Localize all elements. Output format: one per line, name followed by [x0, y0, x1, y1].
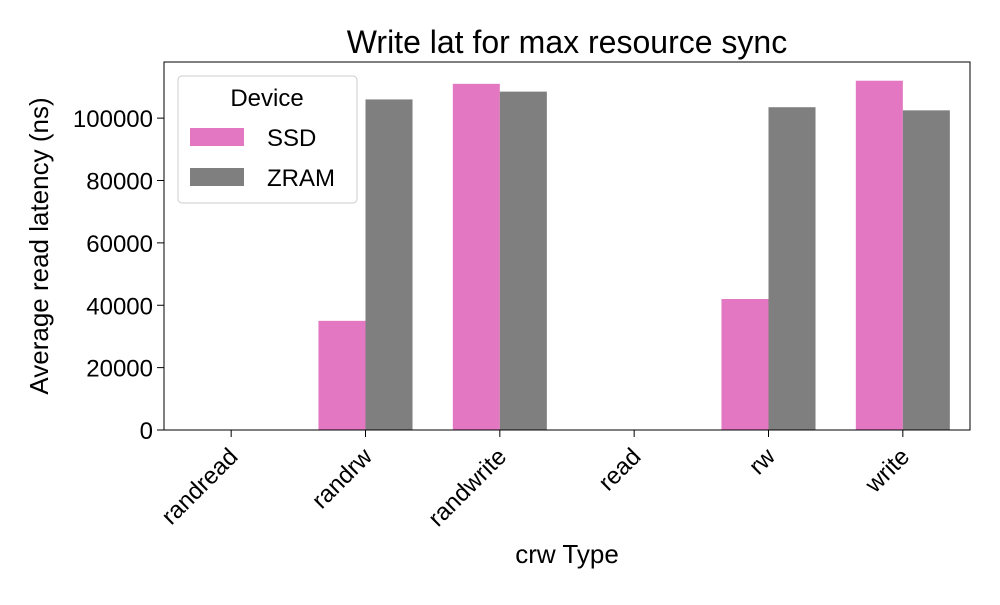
x-tick-label-randwrite: randwrite — [423, 443, 512, 532]
legend: Device SSD ZRAM — [177, 75, 358, 204]
bar-ssd-write — [855, 80, 903, 431]
bar-zram-rw — [768, 107, 816, 430]
chart-title: Write lat for max resource sync — [347, 24, 787, 60]
y-tick-label: 40000 — [86, 293, 153, 320]
bar-ssd-rw — [721, 299, 769, 430]
x-tick-label-randrw: randrw — [307, 443, 378, 514]
x-tick-label-read: read — [593, 443, 646, 496]
bar-zram-randwrite — [499, 91, 547, 430]
x-tick-label-randread: randread — [156, 443, 243, 530]
legend-title: Device — [230, 85, 303, 112]
x-axis-label: crw Type — [515, 539, 619, 569]
legend-label-ssd: SSD — [267, 125, 316, 152]
y-tick-label: 60000 — [86, 231, 153, 258]
x-tick-label-rw: rw — [744, 443, 781, 480]
bar-ssd-randwrite — [452, 83, 500, 430]
bars-group — [318, 80, 950, 431]
y-axis: 0 20000 40000 60000 80000 100000 — [73, 106, 164, 445]
bar-ssd-randrw — [318, 320, 366, 430]
y-tick-label: 0 — [140, 418, 153, 445]
y-tick-label: 80000 — [86, 169, 153, 196]
x-tick-label-write: write — [859, 443, 915, 499]
y-tick-label: 20000 — [86, 356, 153, 383]
legend-swatch-zram — [190, 168, 244, 186]
bar-zram-randrw — [365, 99, 413, 430]
legend-label-zram: ZRAM — [267, 165, 335, 192]
plot-frame — [163, 61, 971, 431]
x-axis: randread randrw randwrite read rw write — [156, 430, 915, 532]
y-tick-label: 100000 — [73, 106, 153, 133]
legend-swatch-ssd — [190, 128, 244, 146]
y-axis-label: Average read latency (ns) — [24, 97, 54, 394]
bar-zram-write — [902, 110, 950, 430]
